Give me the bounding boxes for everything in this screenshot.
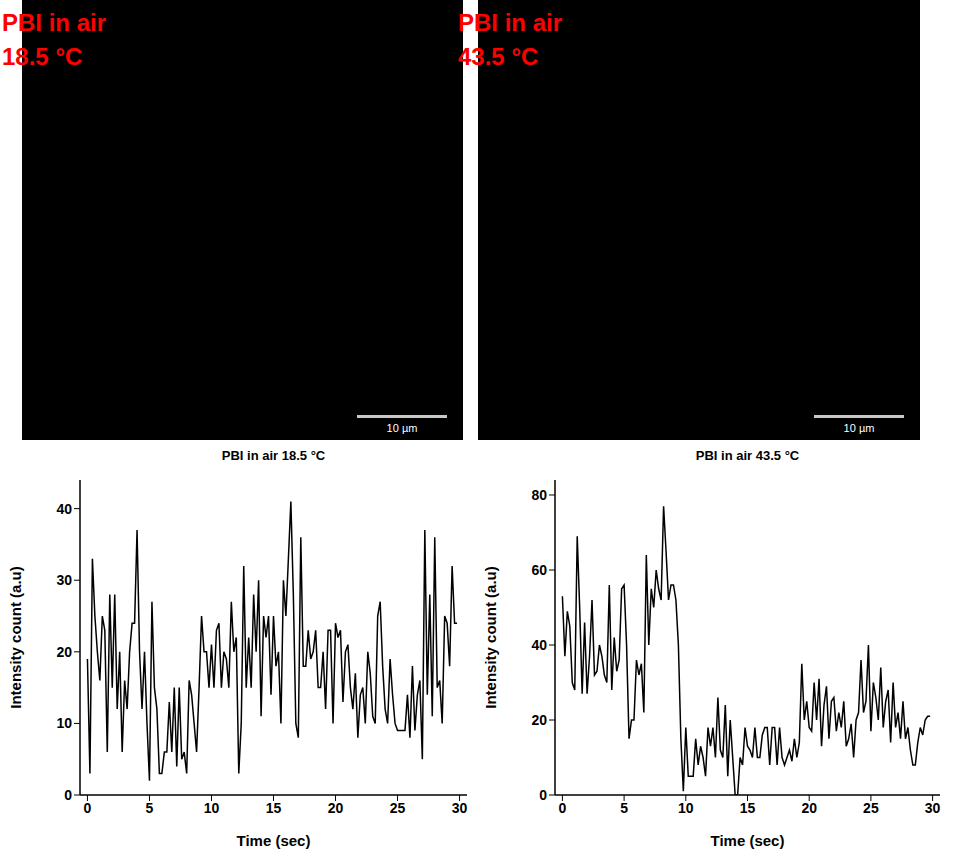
svg-text:20: 20 [56, 644, 72, 660]
svg-text:20: 20 [328, 800, 344, 816]
svg-text:25: 25 [390, 800, 406, 816]
svg-text:15: 15 [266, 800, 282, 816]
svg-text:0: 0 [64, 787, 72, 803]
svg-text:40: 40 [531, 637, 547, 653]
html-text:PBI in air 43.5 °C: PBI in air 43.5 °C [695, 448, 800, 463]
html-text:PBI in air: PBI in air [2, 9, 106, 36]
svg-text:Intensity count (a.u): Intensity count (a.u) [7, 566, 24, 709]
svg-text:Intensity count (a.u): Intensity count (a.u) [482, 566, 499, 709]
svg-text:0: 0 [84, 800, 92, 816]
svg-text:15: 15 [740, 800, 756, 816]
svg-text:Time (sec): Time (sec) [711, 832, 785, 849]
svg-text:0: 0 [539, 787, 547, 803]
svg-text:20: 20 [531, 712, 547, 728]
html-text:10 µm: 10 µm [843, 422, 875, 434]
svg-text:10: 10 [678, 800, 694, 816]
svg-text:5: 5 [620, 800, 628, 816]
svg-text:5: 5 [146, 800, 154, 816]
svg-text:25: 25 [863, 800, 879, 816]
svg-text:30: 30 [56, 572, 72, 588]
html-text:PBI in air: PBI in air [458, 9, 562, 36]
svg-text:60: 60 [531, 562, 547, 578]
html-text:10 µm: 10 µm [386, 422, 418, 434]
html-text:18.5 °C: 18.5 °C [2, 43, 83, 70]
html-text:43.5 °C: 43.5 °C [458, 43, 539, 70]
svg-text:10: 10 [204, 800, 220, 816]
svg-text:30: 30 [452, 800, 468, 816]
svg-text:Time (sec): Time (sec) [237, 832, 311, 849]
svg-text:80: 80 [531, 487, 547, 503]
svg-text:20: 20 [801, 800, 817, 816]
svg-text:30: 30 [925, 800, 941, 816]
svg-text:40: 40 [56, 501, 72, 517]
svg-text:10: 10 [56, 715, 72, 731]
svg-text:0: 0 [559, 800, 567, 816]
html-text:PBI in air 18.5 °C: PBI in air 18.5 °C [221, 448, 326, 463]
